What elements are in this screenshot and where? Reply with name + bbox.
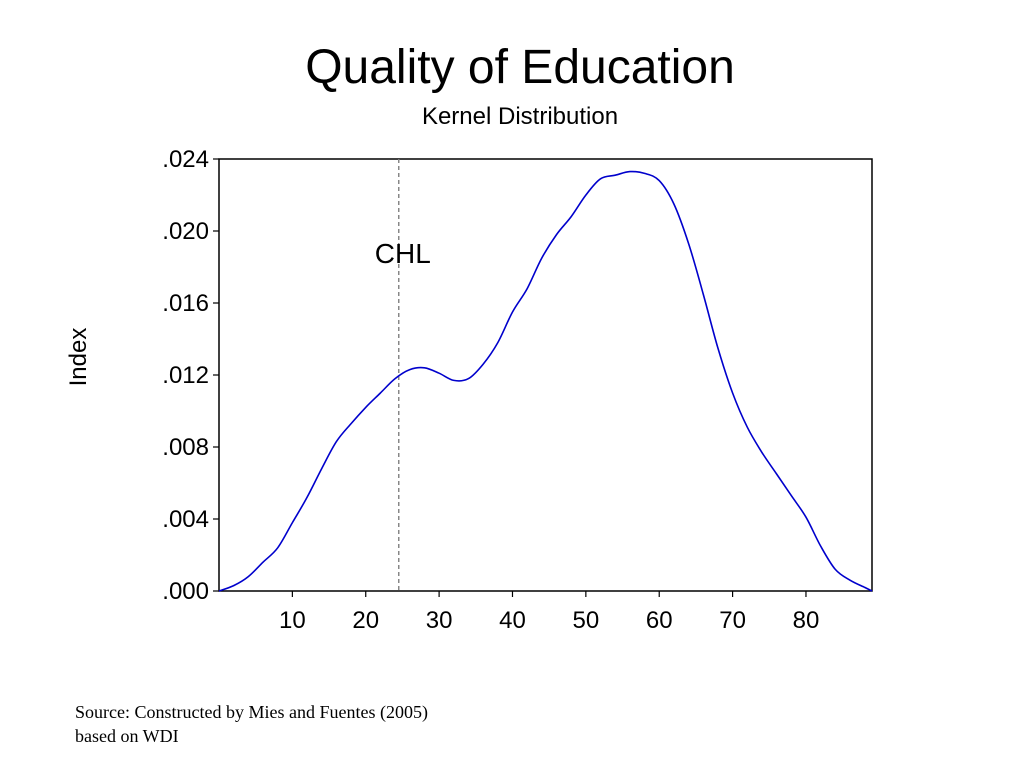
- x-tick-label: 50: [573, 607, 600, 634]
- y-tick-label: .016: [162, 290, 209, 317]
- chart-title: Quality of Education: [305, 41, 735, 94]
- x-tick-label: 40: [499, 607, 526, 634]
- chart-subtitle: Kernel Distribution: [421, 103, 619, 130]
- x-tick-label: 10: [279, 607, 306, 634]
- source-line-2: based on WDI: [75, 726, 179, 746]
- y-tick-label: .020: [162, 218, 209, 245]
- y-tick-label: .000: [162, 578, 209, 605]
- chl-label: CHL: [375, 238, 431, 269]
- x-axis: 10 20 30 40 50 60 70 80: [279, 591, 819, 634]
- x-tick-label: 80: [793, 607, 820, 634]
- y-tick-label: .004: [162, 506, 209, 533]
- annotations: CHL: [375, 159, 431, 591]
- source-note: Source: Constructed by Mies and Fuentes …: [75, 700, 428, 748]
- y-axis-label: Index: [65, 328, 92, 387]
- plot-frame: [218, 158, 873, 592]
- kernel-density-line: [218, 170, 873, 592]
- x-tick-label: 60: [646, 607, 673, 634]
- source-line-1: Source: Constructed by Mies and Fuentes …: [75, 702, 428, 722]
- series-group: [218, 170, 873, 592]
- x-tick-label: 30: [426, 607, 453, 634]
- y-tick-label: .024: [162, 146, 209, 173]
- x-tick-label: 20: [352, 607, 379, 634]
- y-axis: .000 .004 .008 .012 .016 .020 .024: [162, 146, 219, 605]
- y-tick-label: .012: [162, 362, 209, 389]
- y-tick-label: .008: [162, 434, 209, 461]
- x-tick-label: 70: [719, 607, 746, 634]
